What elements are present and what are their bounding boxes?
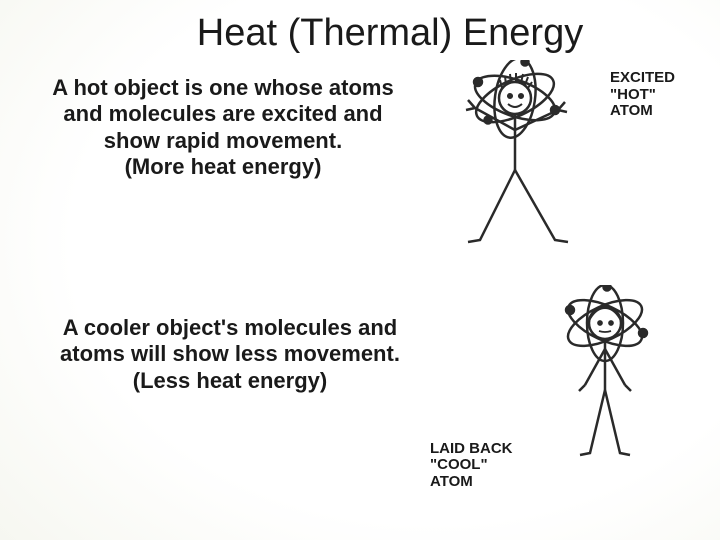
cool-object-text: A cooler object's molecules and atoms wi… <box>50 315 410 394</box>
cool-atom-icon <box>525 285 690 465</box>
slide-title: Heat (Thermal) Energy <box>0 0 720 55</box>
hot-object-text: A hot object is one whose atoms and mole… <box>48 75 398 181</box>
hot-atom-caption: EXCITED"HOT"ATOM <box>610 70 690 120</box>
content-area: A hot object is one whose atoms and mole… <box>0 55 720 525</box>
cool-atom-caption: LAID BACK"COOL"ATOM <box>430 441 530 491</box>
cool-atom-figure: LAID BACK"COOL"ATOM <box>430 285 690 490</box>
hot-atom-figure: EXCITED"HOT"ATOM <box>430 60 690 260</box>
hot-atom-icon <box>430 60 610 260</box>
